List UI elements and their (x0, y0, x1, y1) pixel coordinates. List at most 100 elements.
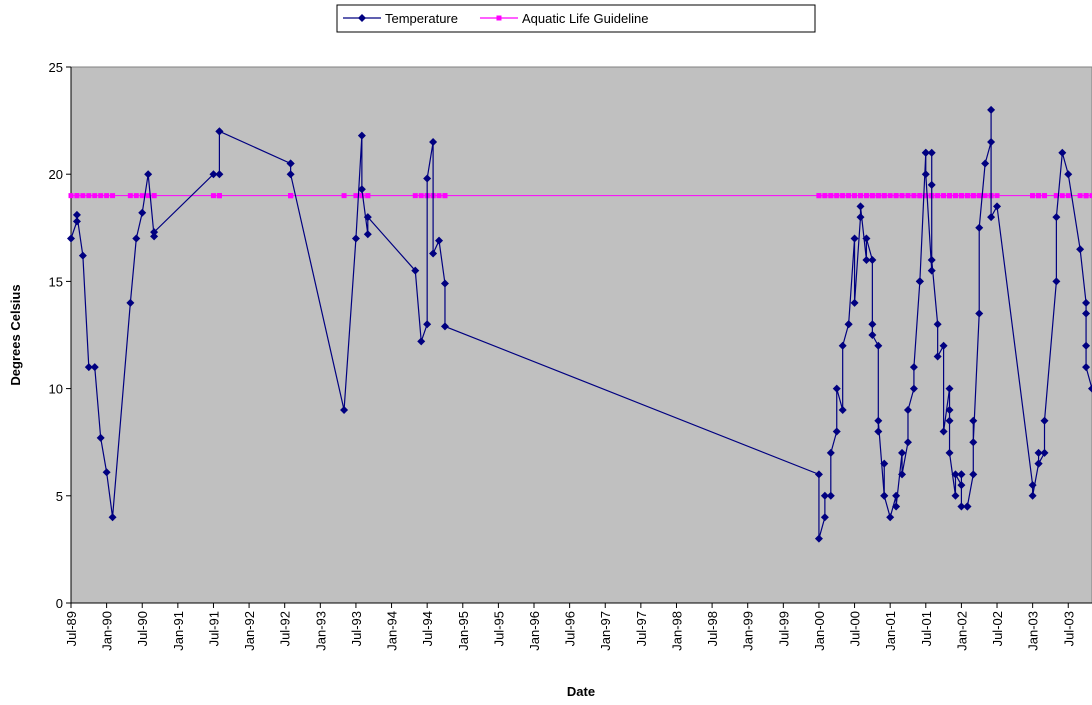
data-point (1088, 384, 1092, 393)
data-point (820, 491, 829, 500)
data-point (1052, 277, 1061, 286)
plot-area (70, 66, 1092, 604)
data-point (1083, 193, 1089, 199)
x-tick-label: Jul-02 (990, 611, 1005, 646)
data-point (145, 193, 151, 199)
x-tick-label: Jul-93 (349, 611, 364, 646)
data-point (975, 223, 984, 232)
data-point (838, 406, 847, 415)
data-point (834, 193, 840, 199)
data-point (1028, 491, 1037, 500)
data-point (98, 193, 104, 199)
data-point (826, 491, 835, 500)
y-tick-label: 20 (49, 167, 63, 182)
data-point (927, 180, 936, 189)
data-point (933, 352, 942, 361)
data-point (286, 159, 295, 168)
data-point (975, 309, 984, 318)
data-point (969, 438, 978, 447)
data-point (1082, 363, 1091, 372)
data-point (1059, 193, 1065, 199)
data-point (442, 193, 448, 199)
data-point (868, 320, 877, 329)
data-point (357, 131, 366, 140)
x-tick-label: Jan-92 (242, 611, 257, 651)
data-point (216, 193, 222, 199)
data-point (127, 193, 133, 199)
data-point (917, 193, 923, 199)
y-tick-label: 15 (49, 274, 63, 289)
x-tick-label: Jan-93 (313, 611, 328, 651)
data-point (844, 320, 853, 329)
data-point (1034, 459, 1043, 468)
data-point (880, 459, 889, 468)
data-point (892, 491, 901, 500)
data-point (80, 193, 86, 199)
data-point (1042, 193, 1048, 199)
data-point (850, 234, 859, 243)
data-point (903, 438, 912, 447)
x-tick-label: Jan-96 (527, 611, 542, 651)
data-point (74, 193, 80, 199)
data-point (72, 210, 81, 219)
data-point (909, 384, 918, 393)
data-point (892, 502, 901, 511)
data-point (351, 234, 360, 243)
data-point (868, 331, 877, 339)
data-point (869, 193, 875, 199)
x-tick-label: Jul-91 (206, 611, 221, 646)
data-point (363, 230, 372, 239)
data-point (945, 448, 954, 457)
data-point (957, 502, 966, 511)
series-line (70, 109, 1092, 539)
data-point (945, 406, 954, 415)
x-tick-label: Jul-94 (420, 611, 435, 646)
x-tick-label: Jan-99 (741, 611, 756, 651)
data-point (814, 534, 823, 543)
data-point (1052, 213, 1061, 222)
data-point (363, 213, 372, 222)
data-point (874, 416, 883, 425)
data-point (359, 193, 365, 199)
data-point (150, 228, 159, 237)
data-point (856, 202, 865, 211)
y-tick-label: 25 (49, 60, 63, 75)
data-point (820, 513, 829, 522)
data-point (144, 170, 153, 179)
data-point (67, 234, 75, 243)
data-point (993, 202, 1002, 211)
x-tick-label: Jan-03 (1026, 611, 1041, 651)
data-point (92, 193, 98, 199)
data-point (209, 170, 218, 179)
data-point (850, 298, 859, 307)
data-point (412, 193, 418, 199)
legend-label: Aquatic Life Guideline (522, 11, 648, 26)
data-point (923, 193, 929, 199)
data-point (423, 320, 432, 329)
data-point (215, 170, 224, 179)
data-point (1089, 193, 1092, 199)
data-point (78, 251, 87, 260)
data-point (969, 470, 978, 479)
y-tick-label: 0 (56, 596, 63, 611)
data-point (1058, 148, 1067, 157)
data-point (215, 127, 224, 136)
data-point (947, 193, 953, 199)
data-point (353, 193, 359, 199)
data-point (151, 193, 157, 199)
data-point (440, 279, 449, 288)
data-point (898, 470, 907, 479)
data-point (905, 193, 911, 199)
data-point (838, 341, 847, 350)
data-point (1064, 170, 1073, 179)
data-point (893, 193, 899, 199)
data-point (84, 363, 93, 372)
data-point (957, 481, 966, 490)
data-point (826, 448, 835, 457)
data-point (411, 266, 420, 275)
data-point (909, 363, 918, 372)
data-point (927, 148, 936, 157)
data-point (994, 193, 1000, 199)
y-tick-label: 5 (56, 489, 63, 504)
data-point (816, 193, 822, 199)
